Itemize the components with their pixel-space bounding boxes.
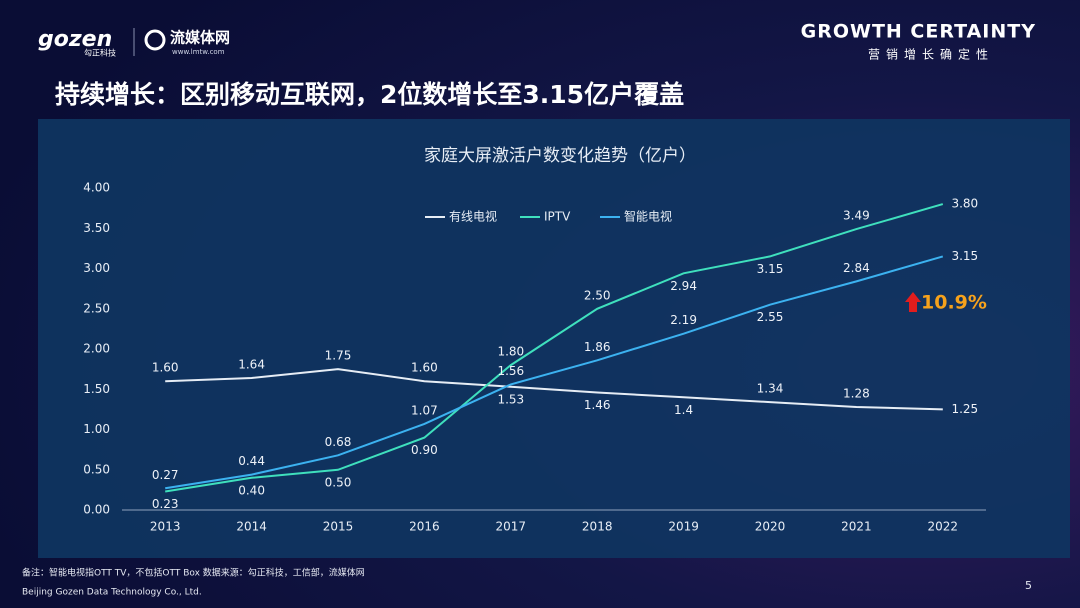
annotation: 10.9% bbox=[921, 292, 987, 314]
x-tick-label: 2020 bbox=[755, 520, 786, 534]
x-tick-label: 2022 bbox=[928, 520, 959, 534]
data-label: 0.23 bbox=[152, 497, 179, 511]
logo-sub: 勾正科技 bbox=[84, 48, 116, 58]
data-label: 1.56 bbox=[497, 364, 524, 378]
slide-title: 持续增长：区别移动互联网，2位数增长至3.15亿户覆盖 bbox=[55, 80, 684, 109]
x-tick-label: 2017 bbox=[496, 520, 527, 534]
partner-url: www.lmtw.com bbox=[172, 48, 225, 56]
legend-label: IPTV bbox=[544, 210, 571, 224]
data-label: 1.80 bbox=[497, 345, 524, 359]
y-tick-label: 2.50 bbox=[83, 301, 110, 315]
x-tick-label: 2021 bbox=[841, 520, 872, 534]
y-tick-label: 3.00 bbox=[83, 261, 110, 275]
data-label: 0.68 bbox=[325, 435, 352, 449]
data-label: 3.80 bbox=[951, 197, 978, 211]
data-label: 1.75 bbox=[325, 349, 352, 363]
data-label: 2.55 bbox=[757, 310, 784, 324]
series-line bbox=[165, 368, 943, 411]
x-tick-label: 2013 bbox=[150, 520, 181, 534]
data-label: 2.50 bbox=[584, 288, 611, 302]
partner: 流媒体网 bbox=[170, 29, 230, 47]
y-tick-label: 1.00 bbox=[83, 422, 110, 436]
y-tick-label: 3.50 bbox=[83, 221, 110, 235]
y-tick-label: 1.50 bbox=[83, 382, 110, 396]
data-label: 1.28 bbox=[843, 386, 870, 400]
y-tick-label: 4.00 bbox=[83, 181, 110, 195]
footnote: 备注：智能电视指OTT TV，不包括OTT Box 数据来源：勾正科技，工信部，… bbox=[22, 567, 365, 579]
data-label: 1.64 bbox=[238, 357, 265, 371]
data-label: 1.60 bbox=[152, 361, 179, 375]
partner-icon bbox=[144, 29, 166, 51]
legend-label: 有线电视 bbox=[449, 209, 497, 224]
chart-panel bbox=[38, 119, 1070, 558]
data-label: 3.15 bbox=[951, 249, 978, 263]
x-tick-label: 2015 bbox=[323, 520, 354, 534]
chart-title: 家庭大屏激活户数变化趋势（亿户） bbox=[424, 146, 696, 166]
data-label: 1.34 bbox=[757, 382, 784, 396]
data-label: 1.53 bbox=[497, 392, 524, 406]
data-label: 1.07 bbox=[411, 403, 438, 417]
data-label: 0.40 bbox=[238, 483, 265, 497]
data-label: 0.50 bbox=[325, 475, 352, 489]
data-label: 0.90 bbox=[411, 443, 438, 457]
data-label: 0.44 bbox=[238, 454, 265, 468]
x-tick-label: 2014 bbox=[236, 520, 267, 534]
legend-label: 智能电视 bbox=[624, 209, 672, 224]
data-label: 1.86 bbox=[584, 340, 611, 354]
series-line bbox=[165, 203, 944, 493]
page-number: 5 bbox=[1025, 579, 1032, 592]
series-line bbox=[165, 255, 944, 490]
slogan-sub: 营销增长确定性 bbox=[868, 47, 994, 62]
data-label: 1.60 bbox=[411, 361, 438, 375]
data-label: 2.94 bbox=[670, 279, 697, 293]
data-label: 1.4 bbox=[674, 403, 693, 417]
x-tick-label: 2018 bbox=[582, 520, 613, 534]
x-tick-label: 2019 bbox=[668, 520, 699, 534]
data-label: 3.15 bbox=[757, 262, 784, 276]
x-tick-label: 2016 bbox=[409, 520, 440, 534]
slogan: GROWTH CERTAINTY bbox=[801, 21, 1036, 43]
data-label: 2.84 bbox=[843, 261, 870, 275]
y-tick-label: 0.50 bbox=[83, 462, 110, 476]
data-label: 0.27 bbox=[152, 468, 179, 482]
data-label: 1.46 bbox=[584, 398, 611, 412]
data-label: 2.19 bbox=[670, 313, 697, 327]
y-tick-label: 2.00 bbox=[83, 342, 110, 356]
logo: gozen bbox=[38, 27, 112, 52]
company: Beijing Gozen Data Technology Co., Ltd. bbox=[22, 588, 202, 598]
data-label: 1.25 bbox=[951, 402, 978, 416]
y-tick-label: 0.00 bbox=[83, 503, 110, 517]
arrow-icon bbox=[905, 292, 921, 312]
data-label: 3.49 bbox=[843, 209, 870, 223]
